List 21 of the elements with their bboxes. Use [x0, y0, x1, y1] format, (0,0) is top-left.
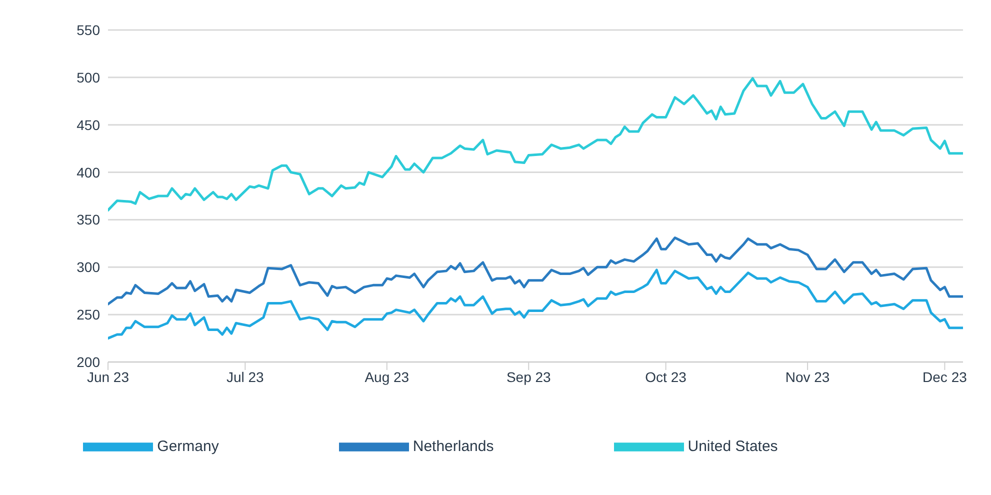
- x-tick-label: Sep 23: [506, 368, 552, 385]
- line-series: [108, 77, 963, 212]
- line-series: [108, 236, 963, 306]
- y-tick-label: 450: [76, 116, 100, 133]
- y-tick-label: 550: [76, 22, 100, 38]
- y-tick-label: 250: [76, 306, 100, 323]
- legend-label: United States: [688, 438, 778, 455]
- x-tick-label: Oct 23: [645, 368, 687, 385]
- y-tick-label: 400: [76, 164, 100, 180]
- y-tick-label: 500: [76, 69, 100, 86]
- y-tick-label: 300: [76, 259, 100, 276]
- legend-label: Germany: [157, 438, 219, 455]
- x-tick-label: Jun 23: [86, 368, 130, 385]
- line-series: [108, 268, 963, 340]
- x-tick-label: Dec 23: [922, 368, 968, 385]
- y-tick-label: 350: [76, 212, 100, 228]
- legend-label: Netherlands: [412, 438, 494, 455]
- x-tick-label: Aug 23: [364, 368, 410, 385]
- x-tick-label: Nov 23: [785, 368, 830, 385]
- x-tick-label: Jul 23: [226, 368, 264, 385]
- y-tick-label: 200: [76, 354, 100, 370]
